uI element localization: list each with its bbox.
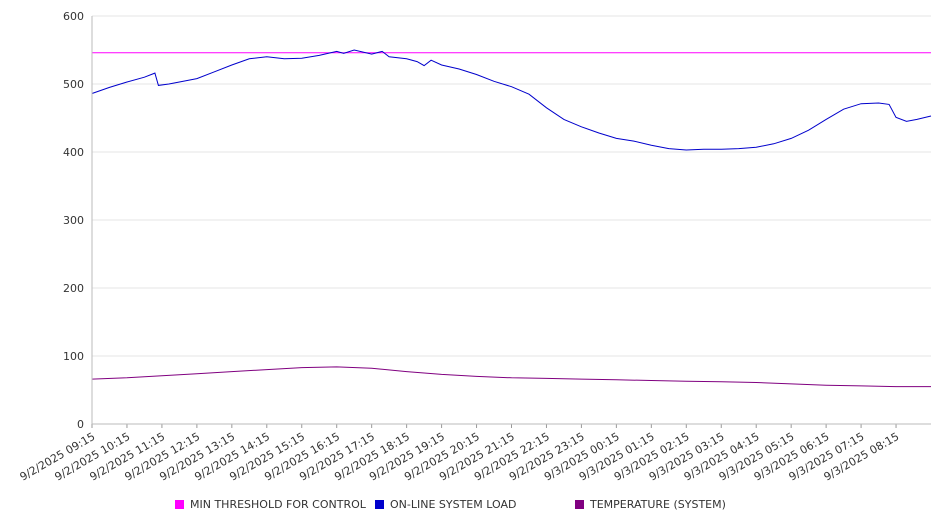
y-tick-label: 100 — [63, 350, 84, 363]
gridlines — [92, 15, 931, 425]
legend-item-temperature[interactable]: TEMPERATURE (SYSTEM) — [575, 498, 726, 511]
y-axis-tick-labels: 0 100 200 300 400 500 600 — [63, 10, 84, 431]
legend-swatch-temperature — [575, 500, 584, 509]
legend-item-system-load[interactable]: ON-LINE SYSTEM LOAD — [375, 498, 516, 511]
y-tick-label: 400 — [63, 146, 84, 159]
legend-swatch-min-threshold — [175, 500, 184, 509]
legend-swatch-system-load — [375, 500, 384, 509]
y-tick-label: 0 — [77, 418, 84, 431]
legend-label-min-threshold: MIN THRESHOLD FOR CONTROL — [190, 498, 366, 511]
legend: MIN THRESHOLD FOR CONTROL ON-LINE SYSTEM… — [0, 498, 946, 514]
y-tick-label: 600 — [63, 10, 84, 23]
series-line-temperature-system — [91, 366, 931, 388]
series-lines — [91, 49, 932, 388]
x-axis-tick-labels: 9/2/2025 09:159/2/2025 10:159/2/2025 11:… — [18, 424, 901, 484]
legend-label-system-load: ON-LINE SYSTEM LOAD — [390, 498, 517, 511]
legend-label-temperature: TEMPERATURE (SYSTEM) — [590, 498, 726, 511]
y-tick-label: 500 — [63, 78, 84, 91]
legend-item-min-threshold[interactable]: MIN THRESHOLD FOR CONTROL — [175, 498, 366, 511]
y-tick-label: 300 — [63, 214, 84, 227]
series-line-on-line-system-load — [91, 49, 932, 151]
y-tick-label: 200 — [63, 282, 84, 295]
